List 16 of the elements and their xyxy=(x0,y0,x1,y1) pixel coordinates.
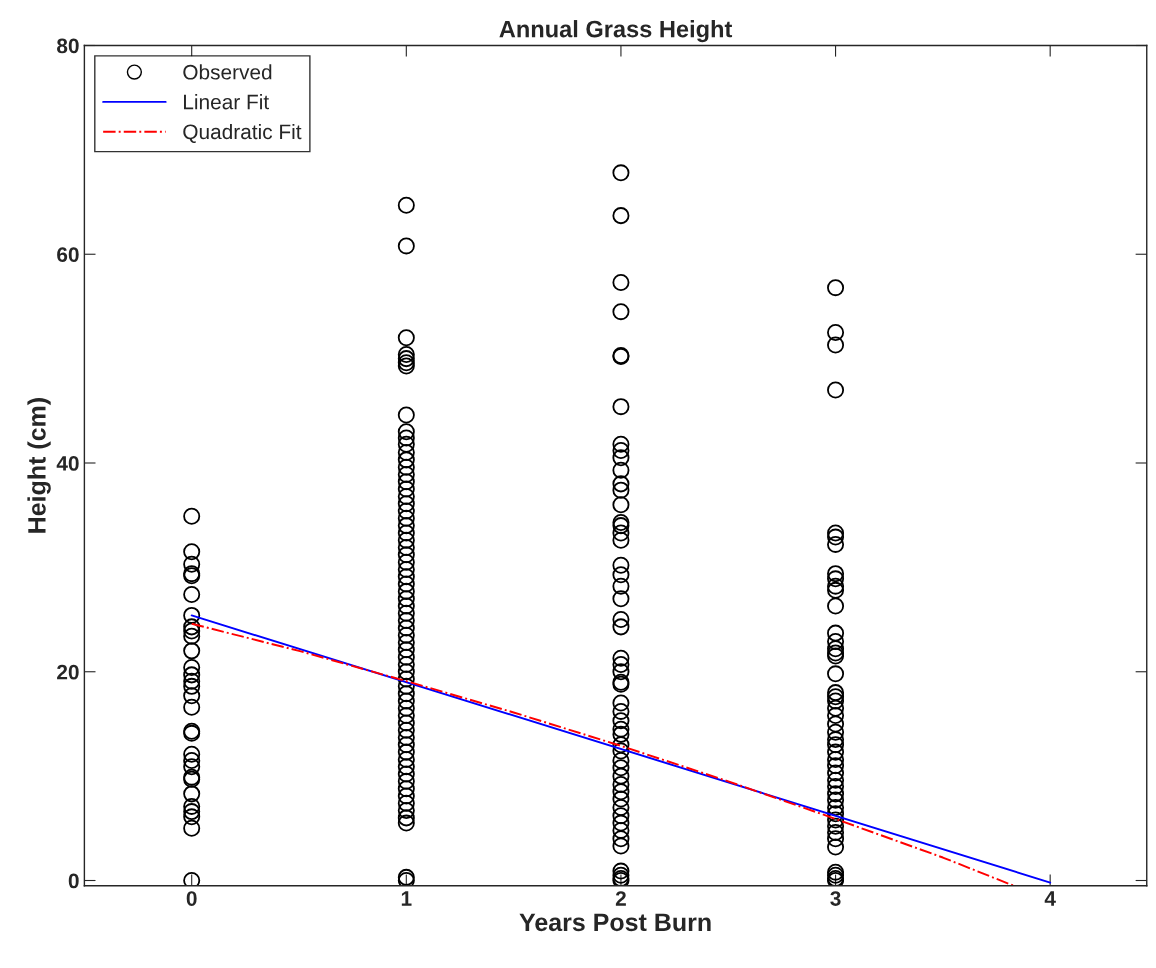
x-tick-label: 4 xyxy=(1044,891,1056,906)
x-tick-label: 2 xyxy=(615,891,626,906)
y-axis-title: Height (cm) xyxy=(27,398,51,533)
x-tick-label: 3 xyxy=(830,891,841,906)
y-tick-label: 20 xyxy=(57,664,79,680)
y-tick-label: 40 xyxy=(56,456,79,471)
legend-label: Linear Fit xyxy=(184,94,269,110)
x-axis-title: Years Post Burn xyxy=(519,913,711,932)
legend-label: Observed xyxy=(183,64,272,80)
legend-label: Quadratic Fit xyxy=(183,123,302,143)
y-tick-label: 60 xyxy=(57,247,79,262)
chart-title: Annual Grass Height xyxy=(499,20,733,43)
x-tick-label: 1 xyxy=(401,891,412,906)
y-tick-label: 0 xyxy=(68,873,79,889)
x-tick-label: 0 xyxy=(186,891,197,906)
y-tick-label: 80 xyxy=(57,38,79,54)
